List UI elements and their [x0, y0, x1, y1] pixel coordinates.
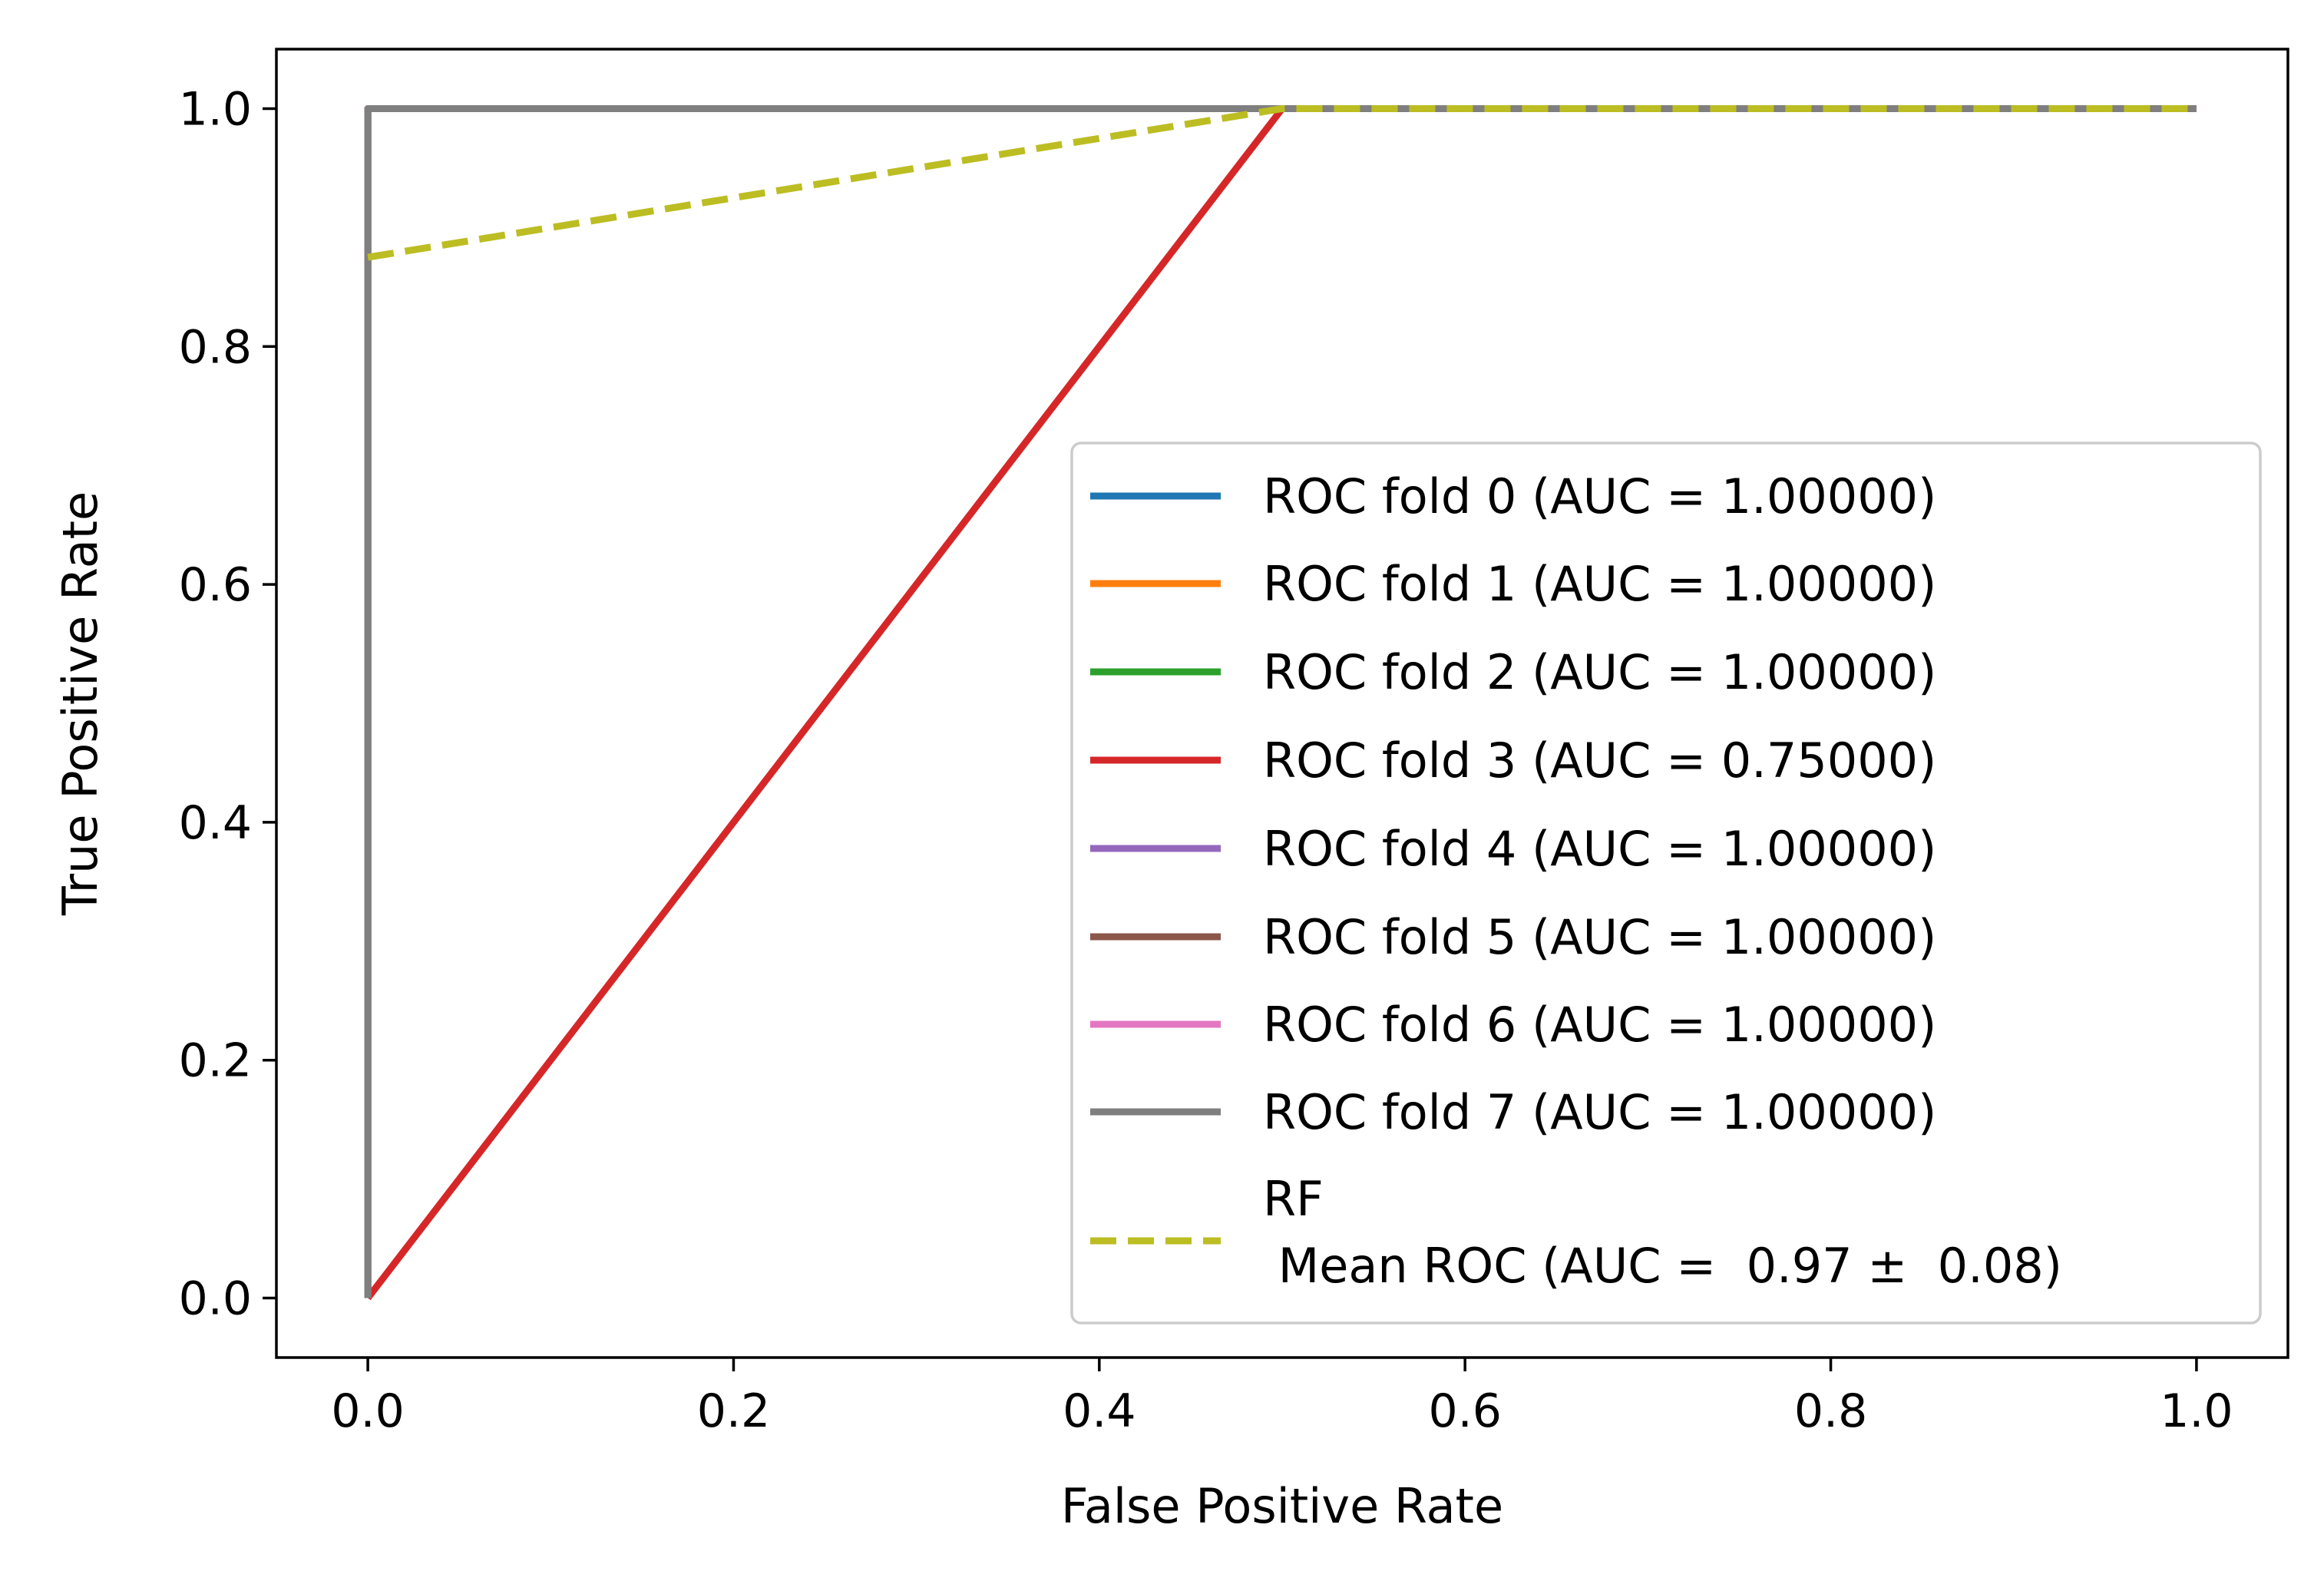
y-tick-label: 0.6: [179, 558, 252, 612]
x-tick-label: 0.8: [1794, 1384, 1867, 1438]
legend-label-5: ROC fold 5 (AUC = 1.00000): [1263, 909, 1936, 965]
y-tick-label: 0.0: [179, 1272, 252, 1326]
legend: ROC fold 0 (AUC = 1.00000) ROC fold 1 (AU…: [1070, 442, 2262, 1325]
legend-label-0: ROC fold 0 (AUC = 1.00000): [1263, 468, 1936, 524]
y-tick-label: 1.0: [179, 82, 252, 136]
x-tick-label: 0.2: [697, 1384, 770, 1438]
x-tick-label: 0.6: [1428, 1384, 1501, 1438]
legend-box: [1070, 442, 2262, 1325]
series-layer: [364, 105, 2197, 1301]
legend-label-7: ROC fold 7 (AUC = 1.00000): [1263, 1084, 1936, 1140]
legend-label-2: ROC fold 2 (AUC = 1.00000): [1263, 644, 1936, 700]
y-tick-label: 0.8: [179, 320, 252, 374]
x-tick-label: 0.0: [331, 1384, 404, 1438]
series-line-7: [364, 105, 2197, 1298]
y-tick-label: 0.4: [179, 796, 252, 850]
x-tick-label: 0.4: [1063, 1384, 1136, 1438]
legend-label-8: RF: [1263, 1171, 1324, 1227]
legend-label-8-line2: Mean ROC (AUC = 0.97 ± 0.08): [1263, 1238, 2062, 1294]
x-axis-label: False Positive Rate: [1061, 1478, 1503, 1534]
legend-label-3: ROC fold 3 (AUC = 0.75000): [1263, 733, 1936, 789]
y-axis-label: True Positive Rate: [52, 491, 108, 916]
y-tick-label: 0.2: [179, 1034, 252, 1088]
legend-label-6: ROC fold 6 (AUC = 1.00000): [1263, 997, 1936, 1053]
x-tick-label: 1.0: [2160, 1384, 2233, 1438]
series-line-8: [367, 105, 2197, 261]
plot-frame: [275, 48, 2289, 1359]
x-axis-ticks: 0.0 0.2 0.4 0.6 0.8 1.0: [331, 1358, 2233, 1438]
legend-label-1: ROC fold 1 (AUC = 1.00000): [1263, 556, 1936, 612]
y-axis-ticks: 0.0 0.2 0.4 0.6 0.8 1.0: [179, 82, 276, 1326]
legend-label-4: ROC fold 4 (AUC = 1.00000): [1263, 821, 1936, 877]
